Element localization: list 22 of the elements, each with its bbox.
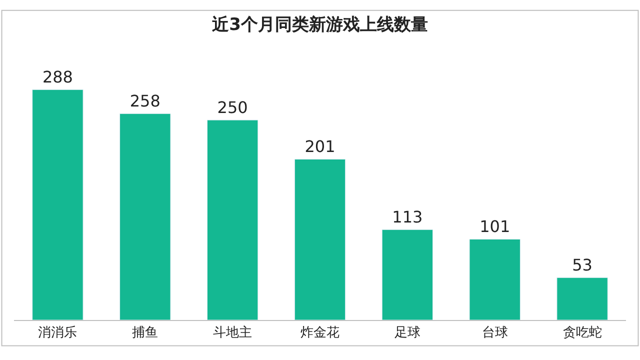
data-label: 258 <box>130 92 160 111</box>
bar <box>206 120 258 320</box>
data-label: 288 <box>42 68 73 87</box>
bar <box>382 229 434 320</box>
bar <box>294 158 346 320</box>
data-label: 201 <box>304 137 336 156</box>
x-tick-label: 台球 <box>482 326 508 341</box>
bar <box>469 238 520 320</box>
x-tick-label: 消消乐 <box>38 326 78 341</box>
data-label: 113 <box>392 208 423 227</box>
x-tick-label: 斗地主 <box>213 324 252 341</box>
bar <box>556 277 608 320</box>
data-label: 101 <box>480 217 510 236</box>
x-tick-label: 贪吃蛇 <box>562 326 602 341</box>
x-tick-label: 炸金花 <box>300 326 340 341</box>
x-tick-label: 捕鱼 <box>132 326 158 341</box>
chart-title: 近3个月同类新游戏上线数量 <box>211 14 428 35</box>
data-label: 53 <box>572 256 592 275</box>
x-tick-label: 足球 <box>394 326 420 341</box>
data-label: 250 <box>217 98 248 118</box>
bar <box>32 89 84 320</box>
bar <box>120 113 171 320</box>
